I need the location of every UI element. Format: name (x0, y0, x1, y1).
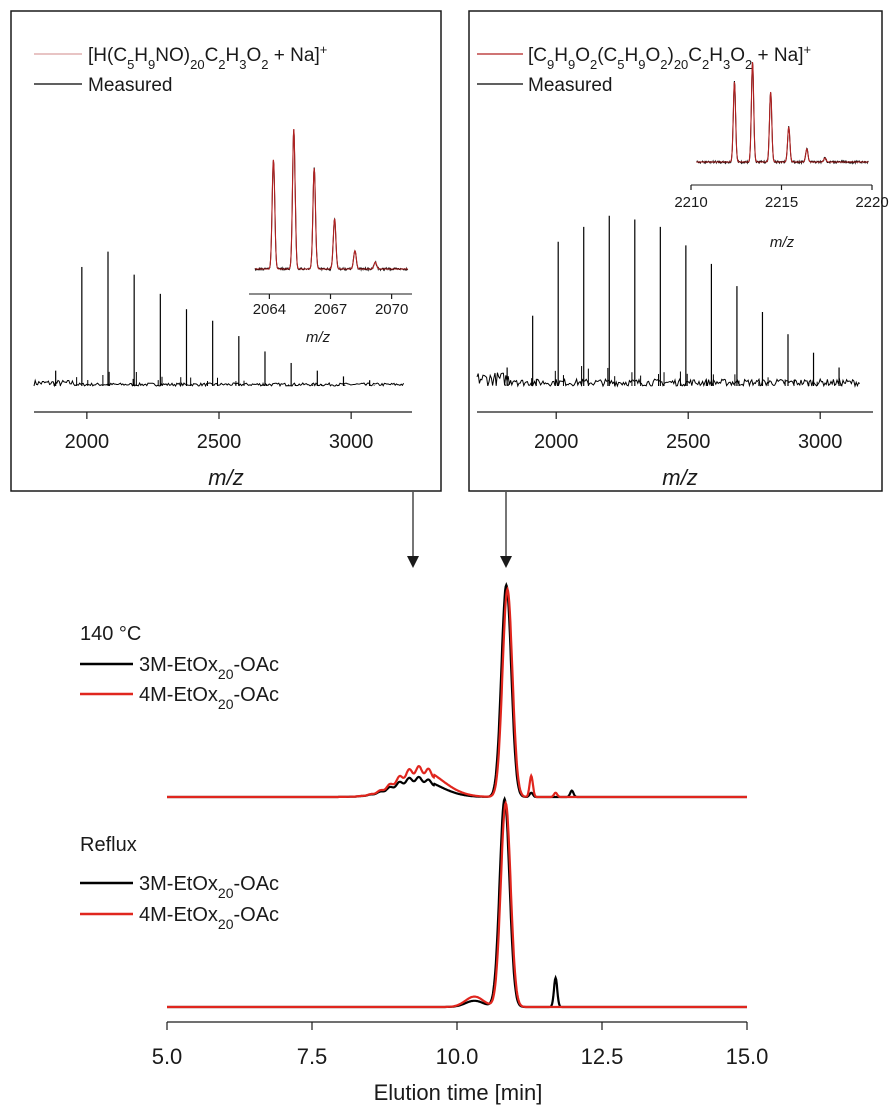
ms-left-legend-sim: [H(C5H9NO)20C2H3O2 + Na]+ (88, 42, 327, 72)
sec-tick-label: 15.0 (726, 1044, 769, 1069)
sec-tick-label: 5.0 (152, 1044, 183, 1069)
sec-curve-reflux-4m (167, 800, 747, 1009)
ms-left-inset-tick-label: 2070 (375, 301, 408, 318)
sec-g1-legend-4m: 4M-EtOx20-OAc (139, 684, 279, 712)
ms-right-inset-ticks: 2210 2215 2220 (674, 185, 889, 211)
ms-left-legend-meas: Measured (88, 75, 173, 96)
ms-right-inset-simulated (696, 61, 869, 163)
ms-left-x-label: m/z (208, 465, 243, 490)
sec-curves (167, 582, 747, 1009)
sec-tick-label: 12.5 (581, 1044, 624, 1069)
sec-g2-legend-4m: 4M-EtOx20-OAc (139, 904, 279, 932)
ms-right-ticks: 2000 2500 3000 (534, 412, 843, 453)
ms-right-inset-tick-label: 2215 (765, 194, 798, 211)
sec-tick-label: 7.5 (297, 1044, 328, 1069)
ms-right-frame (468, 10, 883, 492)
ms-left-ticks: 2000 2500 3000 (65, 412, 374, 453)
ms-left-baseline (33, 378, 405, 388)
sec-g2-legend-3m: 3M-EtOx20-OAc (139, 873, 279, 901)
ms-left-inset-tick-label: 2064 (253, 301, 286, 318)
sec-g1-legend-3m: 3M-EtOx20-OAc (139, 654, 279, 682)
sec-curve-140c-4m (167, 586, 747, 799)
ms-left-inset-simulated (255, 128, 408, 270)
ms-right-inset-x-label: m/z (770, 234, 795, 251)
ms-right-legend-sim: [C9H9O2(C5H9O2)20C2H3O2 + Na]+ (528, 42, 811, 72)
ms-right-inset (696, 61, 869, 165)
ms-left-tick-label: 2500 (197, 431, 242, 453)
ms-left-inset-x-label: m/z (306, 329, 331, 346)
sec-curve-reflux-3m (167, 795, 747, 1009)
sec-group1-label: 140 °C (80, 623, 141, 645)
ms-right-x-label: m/z (662, 465, 697, 490)
ms-left-frame (10, 10, 442, 492)
sec-panel: 5.0 7.5 10.0 12.5 15.0 Elution time [min] 14… (80, 582, 769, 1105)
ms-right-tick-label: 2500 (666, 431, 711, 453)
arrow-left-head (407, 556, 419, 568)
ms-left-inset-ticks: 2064 2067 2070 (253, 294, 408, 318)
arrow-right-head (500, 556, 512, 568)
ms-right-spectrum (476, 215, 861, 388)
ms-right-inset-tick-label: 2220 (855, 194, 888, 211)
ms-right-panel: [C9H9O2(C5H9O2)20C2H3O2 + Na]+ Measured … (468, 10, 889, 492)
ms-left-tick-label: 3000 (329, 431, 374, 453)
ms-left-inset (254, 128, 409, 272)
ms-left-inset-tick-label: 2067 (314, 301, 347, 318)
sec-x-label: Elution time [min] (374, 1080, 543, 1105)
ms-left-inset-measured (254, 129, 409, 272)
ms-left-panel: [H(C5H9NO)20C2H3O2 + Na]+ Measured 2000 2… (10, 10, 442, 492)
ms-right-inset-tick-label: 2210 (674, 194, 707, 211)
sec-group2-label: Reflux (80, 834, 137, 856)
ms-left-tick-label: 2000 (65, 431, 110, 453)
ms-right-tick-label: 2000 (534, 431, 579, 453)
sec-tick-label: 10.0 (436, 1044, 479, 1069)
pointer-arrows (407, 492, 512, 568)
ms-right-inset-measured (696, 61, 869, 165)
ms-right-baseline (476, 372, 861, 388)
ms-right-legend-meas: Measured (528, 75, 613, 96)
sec-ticks: 5.0 7.5 10.0 12.5 15.0 (152, 1022, 769, 1069)
ms-left-spectrum (33, 251, 405, 388)
ms-right-tick-label: 3000 (798, 431, 843, 453)
